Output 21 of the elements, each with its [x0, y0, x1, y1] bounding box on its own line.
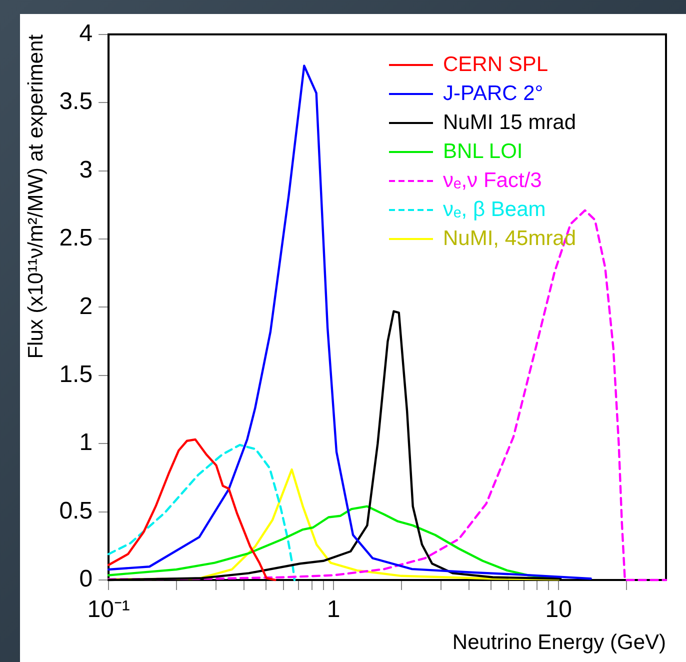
y-tick-label: 3.5 — [59, 88, 93, 116]
y-tick-label: 0 — [79, 566, 93, 593]
x-tick-label: 10⁻¹ — [87, 596, 130, 624]
legend-label: νₑ,ν Fact/3 — [443, 168, 542, 194]
y-tick-label: 1.5 — [59, 361, 93, 388]
legend-label: NuMI, 45mrad — [443, 226, 576, 252]
x-tick-label: 1 — [326, 596, 340, 624]
legend-label: BNL LOI — [443, 139, 523, 166]
legend-label: J-PARC 2° — [443, 81, 544, 108]
y-tick-label: 4 — [79, 20, 93, 48]
legend-label: νₑ, β Beam — [443, 197, 546, 224]
y-tick-label: 3 — [79, 156, 93, 184]
y-tick-label: 2.5 — [59, 224, 93, 252]
y-tick-label: 1 — [79, 429, 93, 456]
x-axis-title: Neutrino Energy (GeV) — [452, 631, 666, 654]
x-tick-label: 10 — [545, 596, 572, 624]
y-axis-title: Flux (x10¹¹ν/m²/MW) at experiment — [24, 34, 48, 359]
legend-label: NuMI 15 mrad — [443, 110, 576, 136]
y-tick-label: 0.5 — [59, 497, 93, 524]
y-tick-label: 2 — [79, 292, 93, 320]
legend-label: CERN SPL — [443, 52, 548, 78]
